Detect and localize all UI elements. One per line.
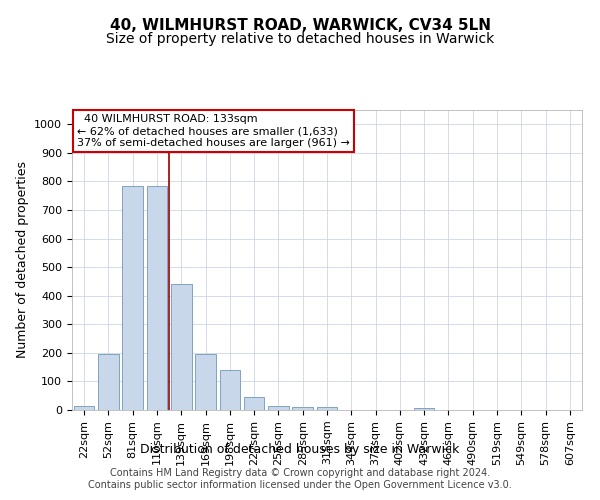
Bar xyxy=(195,354,216,410)
Bar xyxy=(244,397,265,410)
Bar xyxy=(292,407,313,410)
Text: Size of property relative to detached houses in Warwick: Size of property relative to detached ho… xyxy=(106,32,494,46)
Bar xyxy=(268,406,289,410)
Bar xyxy=(146,186,167,410)
Bar xyxy=(98,354,119,410)
Text: Distribution of detached houses by size in Warwick: Distribution of detached houses by size … xyxy=(140,442,460,456)
Bar xyxy=(317,407,337,410)
Bar xyxy=(414,408,434,410)
Bar xyxy=(74,406,94,410)
Text: Contains public sector information licensed under the Open Government Licence v3: Contains public sector information licen… xyxy=(88,480,512,490)
Bar xyxy=(171,284,191,410)
Text: 40, WILMHURST ROAD, WARWICK, CV34 5LN: 40, WILMHURST ROAD, WARWICK, CV34 5LN xyxy=(110,18,491,32)
Y-axis label: Number of detached properties: Number of detached properties xyxy=(16,162,29,358)
Bar xyxy=(122,186,143,410)
Text: Contains HM Land Registry data © Crown copyright and database right 2024.: Contains HM Land Registry data © Crown c… xyxy=(110,468,490,477)
Bar xyxy=(220,370,240,410)
Text: 40 WILMHURST ROAD: 133sqm
← 62% of detached houses are smaller (1,633)
37% of se: 40 WILMHURST ROAD: 133sqm ← 62% of detac… xyxy=(77,114,350,148)
